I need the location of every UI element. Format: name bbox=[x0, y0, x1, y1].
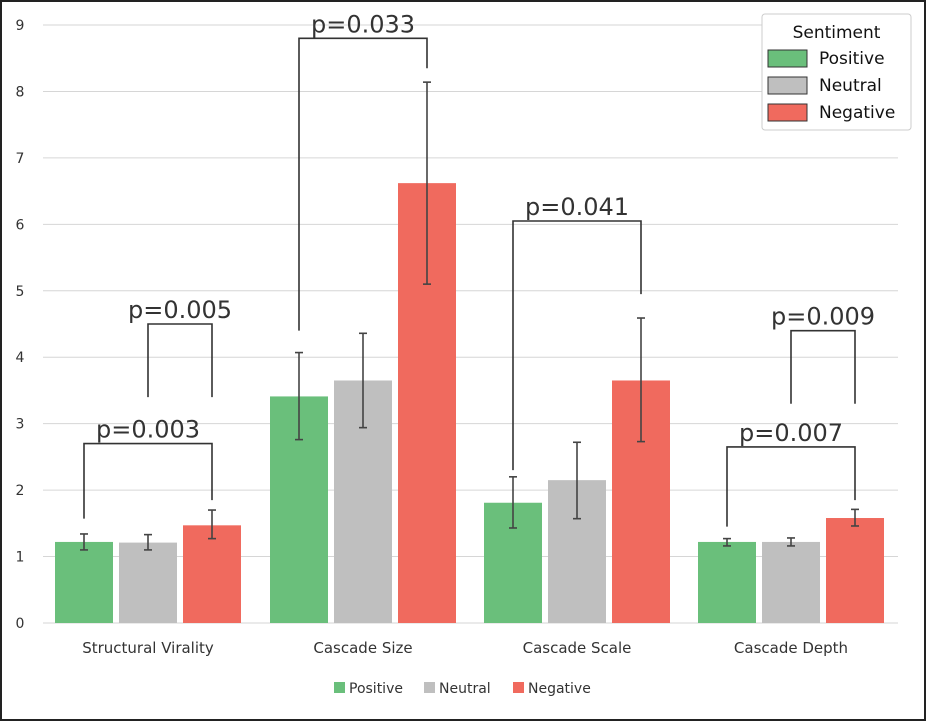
significance-bracket bbox=[147, 323, 213, 398]
y-tick-label: 3 bbox=[16, 417, 25, 433]
y-tick-label: 8 bbox=[16, 84, 25, 100]
x-tick-label: Cascade Depth bbox=[734, 639, 848, 657]
legend-swatch-positive bbox=[767, 49, 808, 68]
y-tick-label: 7 bbox=[16, 151, 25, 167]
significance-bracket bbox=[512, 220, 642, 471]
x-tick-label: Cascade Scale bbox=[523, 639, 632, 657]
x-tick-label: Cascade Size bbox=[313, 639, 412, 657]
p-value-label: p=0.003 bbox=[96, 416, 200, 444]
y-tick-label: 9 bbox=[16, 18, 25, 34]
p-value-label: p=0.007 bbox=[739, 419, 843, 447]
y-tick-label: 5 bbox=[16, 284, 25, 300]
bottom-legend-swatch-positive bbox=[334, 682, 345, 693]
bar-positive bbox=[55, 541, 113, 623]
bottom-legend-label-neutral: Neutral bbox=[439, 681, 491, 697]
bottom-legend-label-positive: Positive bbox=[349, 681, 403, 697]
bar-negative bbox=[183, 525, 241, 623]
significance-bracket bbox=[790, 329, 856, 404]
significance-bracket bbox=[83, 442, 213, 519]
p-value-label: p=0.009 bbox=[771, 303, 875, 331]
legend-box bbox=[761, 13, 912, 131]
significance-bracket bbox=[298, 37, 428, 331]
p-value-label: p=0.005 bbox=[128, 296, 232, 324]
y-tick-label: 6 bbox=[16, 217, 25, 233]
y-tick-label: 0 bbox=[16, 616, 25, 632]
p-value-label: p=0.041 bbox=[525, 193, 629, 221]
bar-neutral bbox=[762, 541, 820, 623]
x-tick-label: Structural Virality bbox=[82, 639, 214, 657]
legend-label-positive: Positive bbox=[819, 49, 885, 69]
significance-bracket bbox=[726, 446, 856, 527]
legend-swatch-neutral bbox=[767, 76, 808, 95]
bar-positive bbox=[698, 541, 756, 623]
y-tick-label: 1 bbox=[16, 550, 25, 566]
bottom-legend-label-negative: Negative bbox=[528, 681, 591, 697]
legend-label-negative: Negative bbox=[819, 103, 895, 123]
bottom-legend-swatch-neutral bbox=[424, 682, 435, 693]
bar-neutral bbox=[119, 542, 177, 623]
bar-negative bbox=[826, 518, 884, 623]
bottom-legend-swatch-negative bbox=[513, 682, 524, 693]
p-value-label: p=0.033 bbox=[311, 10, 415, 38]
legend-label-neutral: Neutral bbox=[819, 76, 882, 96]
legend-swatch-negative bbox=[767, 103, 808, 122]
legend-title: Sentiment bbox=[793, 23, 881, 43]
y-tick-label: 4 bbox=[16, 350, 25, 366]
y-tick-label: 2 bbox=[16, 483, 25, 499]
